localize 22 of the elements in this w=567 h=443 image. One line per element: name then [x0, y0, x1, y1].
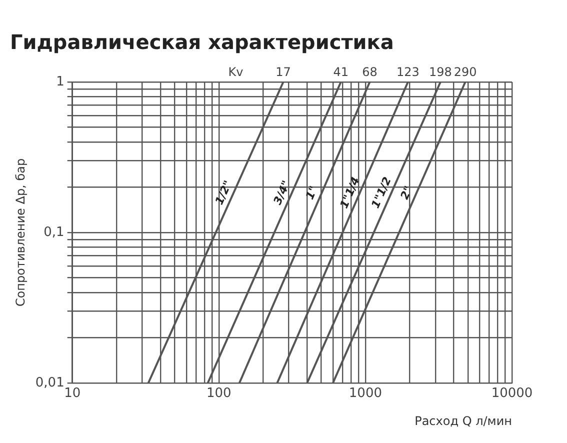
chart-title: Гидравлическая характеристика — [10, 30, 394, 54]
y-axis-title: Сопротивление Δp, бар — [13, 158, 28, 307]
annotation: 123 — [396, 65, 420, 80]
x-tick-label: 10000 — [491, 386, 533, 402]
x-tick-label: 100 — [206, 386, 232, 402]
text: 1/2" — [212, 178, 235, 207]
x-axis-title: Расход Q л/мин — [414, 414, 512, 428]
y-tick-label: 0,1 — [44, 224, 64, 240]
annotation: 68 — [362, 65, 378, 80]
annotation: 290 — [454, 65, 477, 80]
text: 2" — [398, 184, 416, 202]
text: 3/4" — [270, 178, 293, 207]
text: 1" — [303, 184, 320, 202]
y-tick-label: 1 — [56, 74, 64, 90]
annotation: 41 — [333, 65, 349, 80]
y-tick-label: 0,01 — [35, 375, 64, 390]
text: 1"1/4 — [337, 175, 362, 210]
text: Kv — [228, 65, 244, 80]
annotation: 198 — [429, 65, 452, 80]
x-tick-label: 10 — [64, 386, 81, 402]
annotation: 17 — [276, 65, 291, 80]
x-tick-label: 1000 — [348, 386, 382, 402]
